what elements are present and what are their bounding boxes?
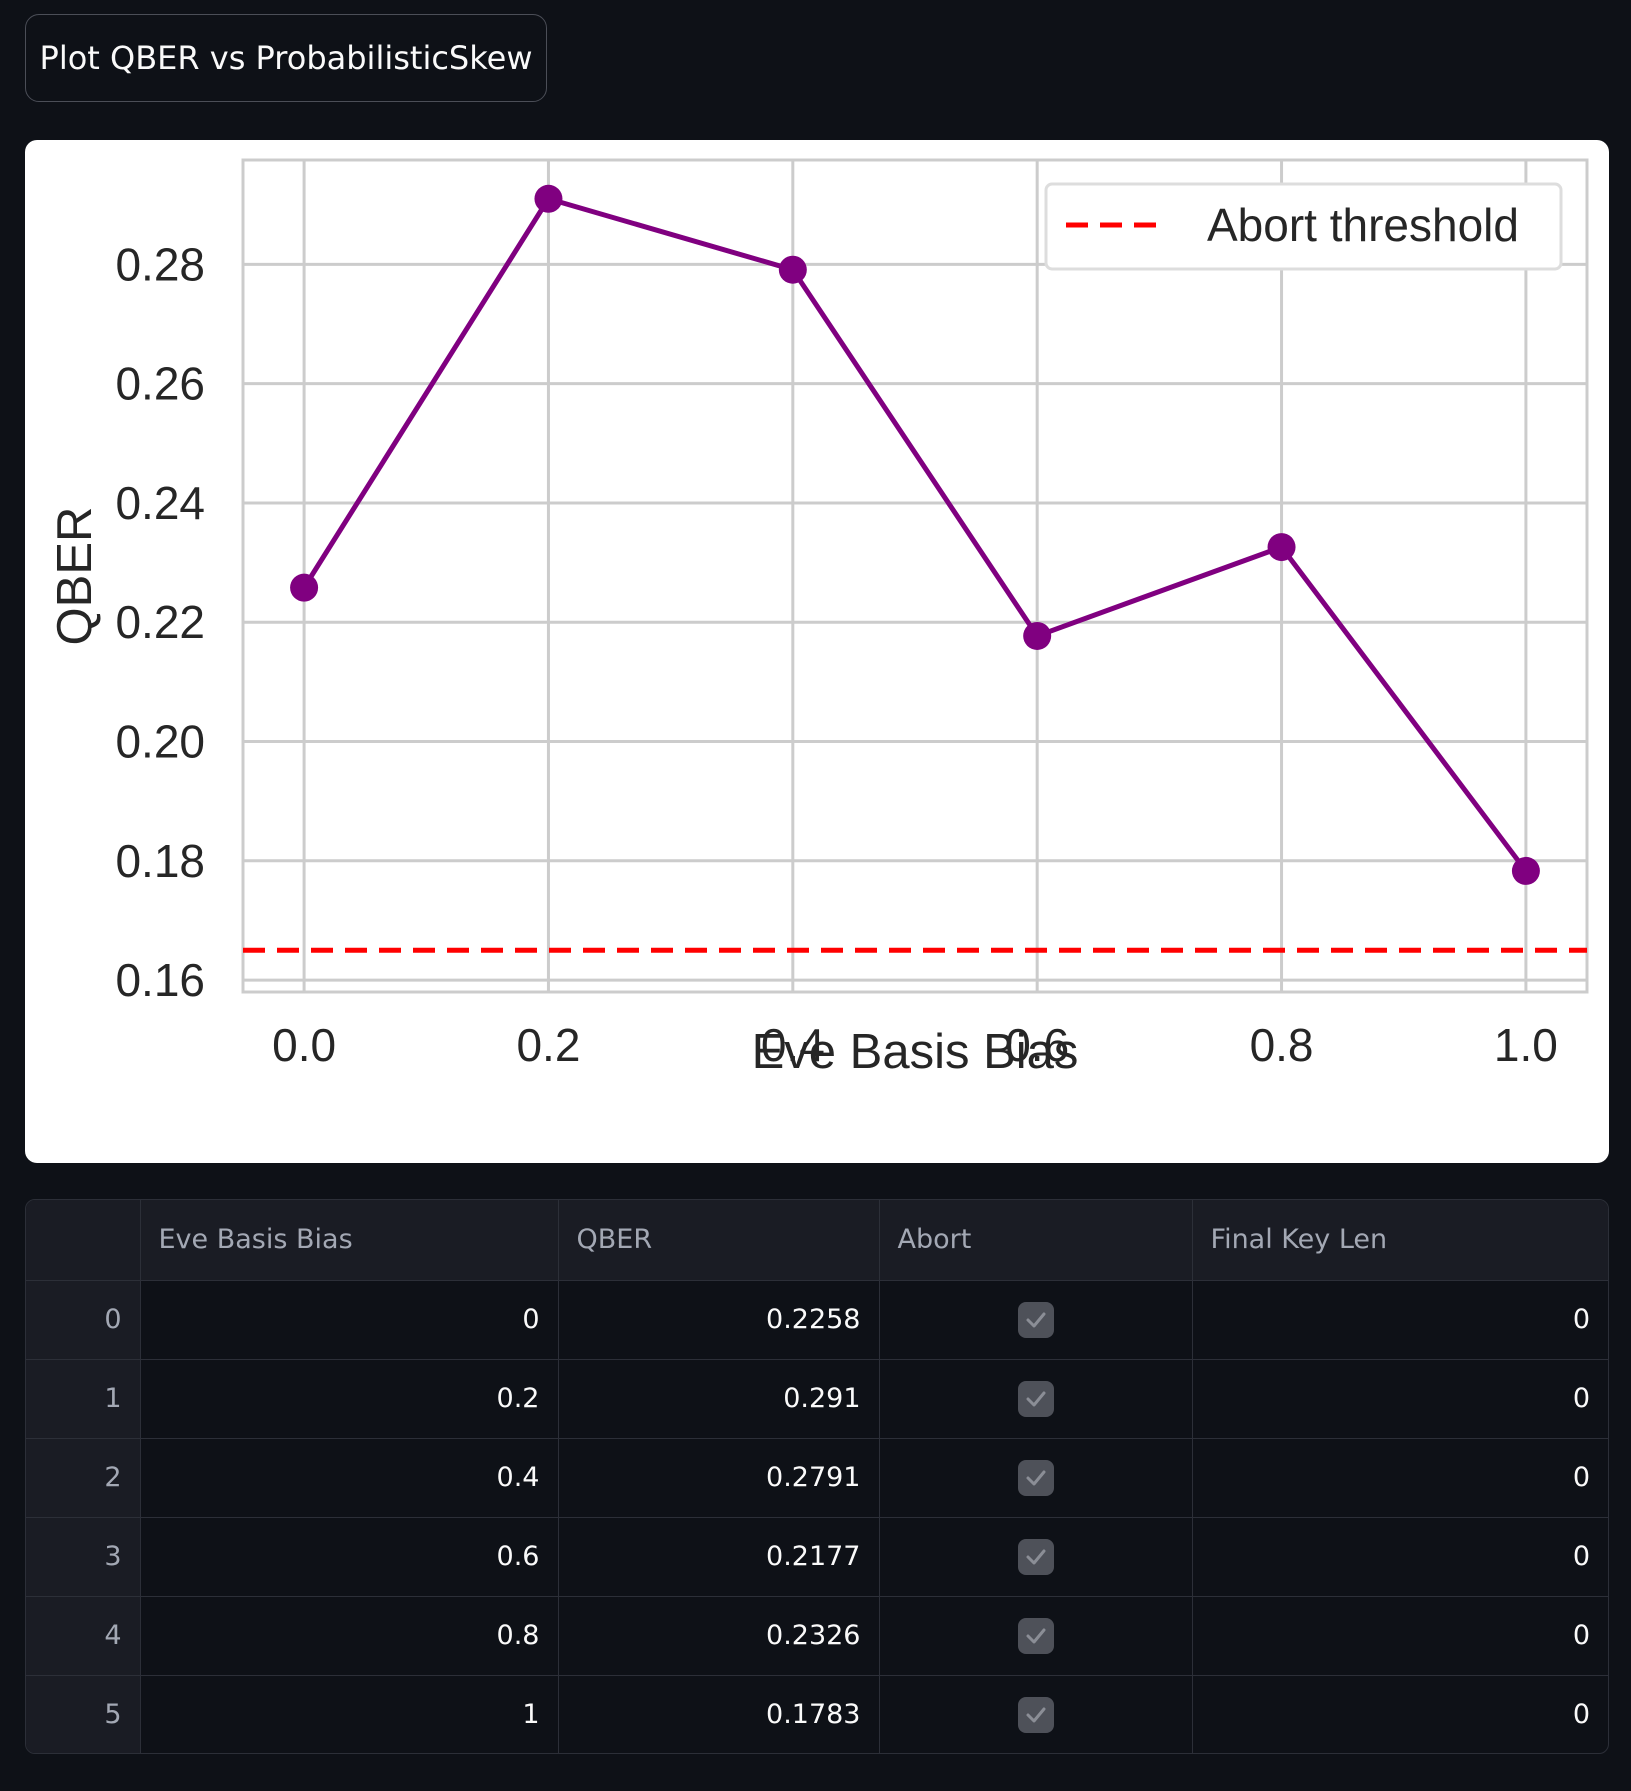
y-tick-label: 0.24 xyxy=(115,477,205,529)
legend-box xyxy=(1044,182,1563,271)
cell-final-key-len[interactable]: 0 xyxy=(1192,1596,1608,1676)
column-header-qber[interactable]: QBER xyxy=(558,1200,880,1281)
check-icon xyxy=(1026,1312,1045,1327)
check-icon xyxy=(1026,1628,1045,1643)
table-row: 2 0.4 0.2791 0 xyxy=(26,1438,1608,1518)
column-header-eve-basis-bias[interactable]: Eve Basis Bias xyxy=(140,1200,559,1281)
cell-abort[interactable] xyxy=(879,1280,1193,1360)
column-header-abort[interactable]: Abort xyxy=(879,1200,1193,1281)
data-point xyxy=(290,573,319,602)
cell-qber[interactable]: 0.2258 xyxy=(558,1280,880,1360)
column-header-index[interactable] xyxy=(26,1200,141,1281)
cell-final-key-len[interactable]: 0 xyxy=(1192,1359,1608,1439)
qber-series-line xyxy=(301,196,1528,873)
cell-eve-basis-bias[interactable]: 0.8 xyxy=(140,1596,559,1676)
legend: Abort threshold xyxy=(1044,182,1563,271)
x-tick-label: 0.4 xyxy=(761,1019,825,1071)
row-index: 2 xyxy=(26,1438,141,1518)
cell-abort[interactable] xyxy=(879,1359,1193,1439)
data-point xyxy=(778,255,807,284)
abort-checkbox[interactable] xyxy=(1017,1696,1054,1733)
x-tick-label: 0.0 xyxy=(272,1019,336,1071)
x-tick-label: 0.6 xyxy=(1005,1019,1069,1071)
row-index: 3 xyxy=(26,1517,141,1597)
cell-qber[interactable]: 0.2791 xyxy=(558,1438,880,1518)
check-icon xyxy=(1026,1549,1045,1564)
results-table[interactable]: Eve Basis Bias QBER Abort Final Key Len … xyxy=(25,1199,1609,1754)
abort-checkbox[interactable] xyxy=(1017,1617,1054,1654)
qber-chart: 0.0 0.2 0.4 0.6 0.8 1.0 0.16 0.18 0.20 0.22 0.24 0… xyxy=(25,140,1609,1163)
cell-abort[interactable] xyxy=(879,1438,1193,1518)
y-tick-label: 0.16 xyxy=(115,954,205,1006)
row-index: 5 xyxy=(26,1675,141,1753)
table-row: 1 0.2 0.291 0 xyxy=(26,1359,1608,1439)
data-point xyxy=(1267,533,1296,562)
plot-qber-button[interactable]: Plot QBER vs ProbabilisticSkew xyxy=(25,14,547,102)
cell-eve-basis-bias[interactable]: 0.4 xyxy=(140,1438,559,1518)
cell-abort[interactable] xyxy=(879,1596,1193,1676)
table-row: 3 0.6 0.2177 0 xyxy=(26,1517,1608,1597)
y-tick-label: 0.20 xyxy=(115,716,205,768)
table-row: 0 0 0.2258 0 xyxy=(26,1280,1608,1360)
cell-eve-basis-bias[interactable]: 0.6 xyxy=(140,1517,559,1597)
check-icon xyxy=(1026,1470,1045,1485)
y-tick-label: 0.26 xyxy=(115,358,205,410)
cell-final-key-len[interactable]: 0 xyxy=(1192,1438,1608,1518)
row-index: 1 xyxy=(26,1359,141,1439)
data-point xyxy=(1023,621,1052,650)
check-icon xyxy=(1026,1707,1045,1723)
column-header-final-key-len[interactable]: Final Key Len xyxy=(1192,1200,1608,1281)
qber-chart-svg: 0.0 0.2 0.4 0.6 0.8 1.0 0.16 0.18 0.20 0.22 0.24 0… xyxy=(48,158,1589,1079)
table-header-row: Eve Basis Bias QBER Abort Final Key Len xyxy=(26,1200,1608,1281)
data-point xyxy=(534,184,563,213)
table-row: 4 0.8 0.2326 0 xyxy=(26,1596,1608,1676)
check-icon xyxy=(1026,1391,1045,1406)
cell-qber[interactable]: 0.2326 xyxy=(558,1596,880,1676)
y-tick-label: 0.18 xyxy=(115,835,205,887)
y-axis-label: QBER xyxy=(48,507,102,646)
legend-threshold-label: Abort threshold xyxy=(1207,199,1519,251)
row-index: 0 xyxy=(26,1280,141,1360)
cell-eve-basis-bias[interactable]: 0 xyxy=(140,1280,559,1360)
cell-qber[interactable]: 0.1783 xyxy=(558,1675,880,1753)
cell-qber[interactable]: 0.2177 xyxy=(558,1517,880,1597)
table-row: 5 1 0.1783 0 xyxy=(26,1675,1608,1753)
abort-checkbox[interactable] xyxy=(1017,1459,1054,1496)
x-axis-label: Eve Basis Bias xyxy=(752,1025,1079,1079)
axes-frame xyxy=(241,158,1589,994)
x-tick-label: 0.8 xyxy=(1250,1019,1314,1071)
row-index: 4 xyxy=(26,1596,141,1676)
x-tick-label: 1.0 xyxy=(1494,1019,1558,1071)
cell-final-key-len[interactable]: 0 xyxy=(1572,1699,1590,1731)
cell-eve-basis-bias[interactable]: 1 xyxy=(140,1675,559,1753)
cell-qber[interactable]: 0.291 xyxy=(558,1359,880,1439)
cell-abort[interactable] xyxy=(879,1675,1193,1753)
cell-final-key-len[interactable]: 0 xyxy=(1192,1280,1608,1360)
cell-final-key-len[interactable]: 0 xyxy=(1192,1517,1608,1597)
abort-checkbox[interactable] xyxy=(1017,1380,1054,1417)
abort-checkbox[interactable] xyxy=(1017,1538,1054,1575)
cell-abort[interactable] xyxy=(879,1517,1193,1597)
y-tick-label: 0.22 xyxy=(115,596,205,648)
abort-checkbox[interactable] xyxy=(1017,1301,1054,1338)
x-tick-label: 0.2 xyxy=(516,1019,580,1071)
y-tick-label: 0.28 xyxy=(115,238,205,290)
data-point xyxy=(1511,856,1540,885)
cell-eve-basis-bias[interactable]: 0.2 xyxy=(140,1359,559,1439)
